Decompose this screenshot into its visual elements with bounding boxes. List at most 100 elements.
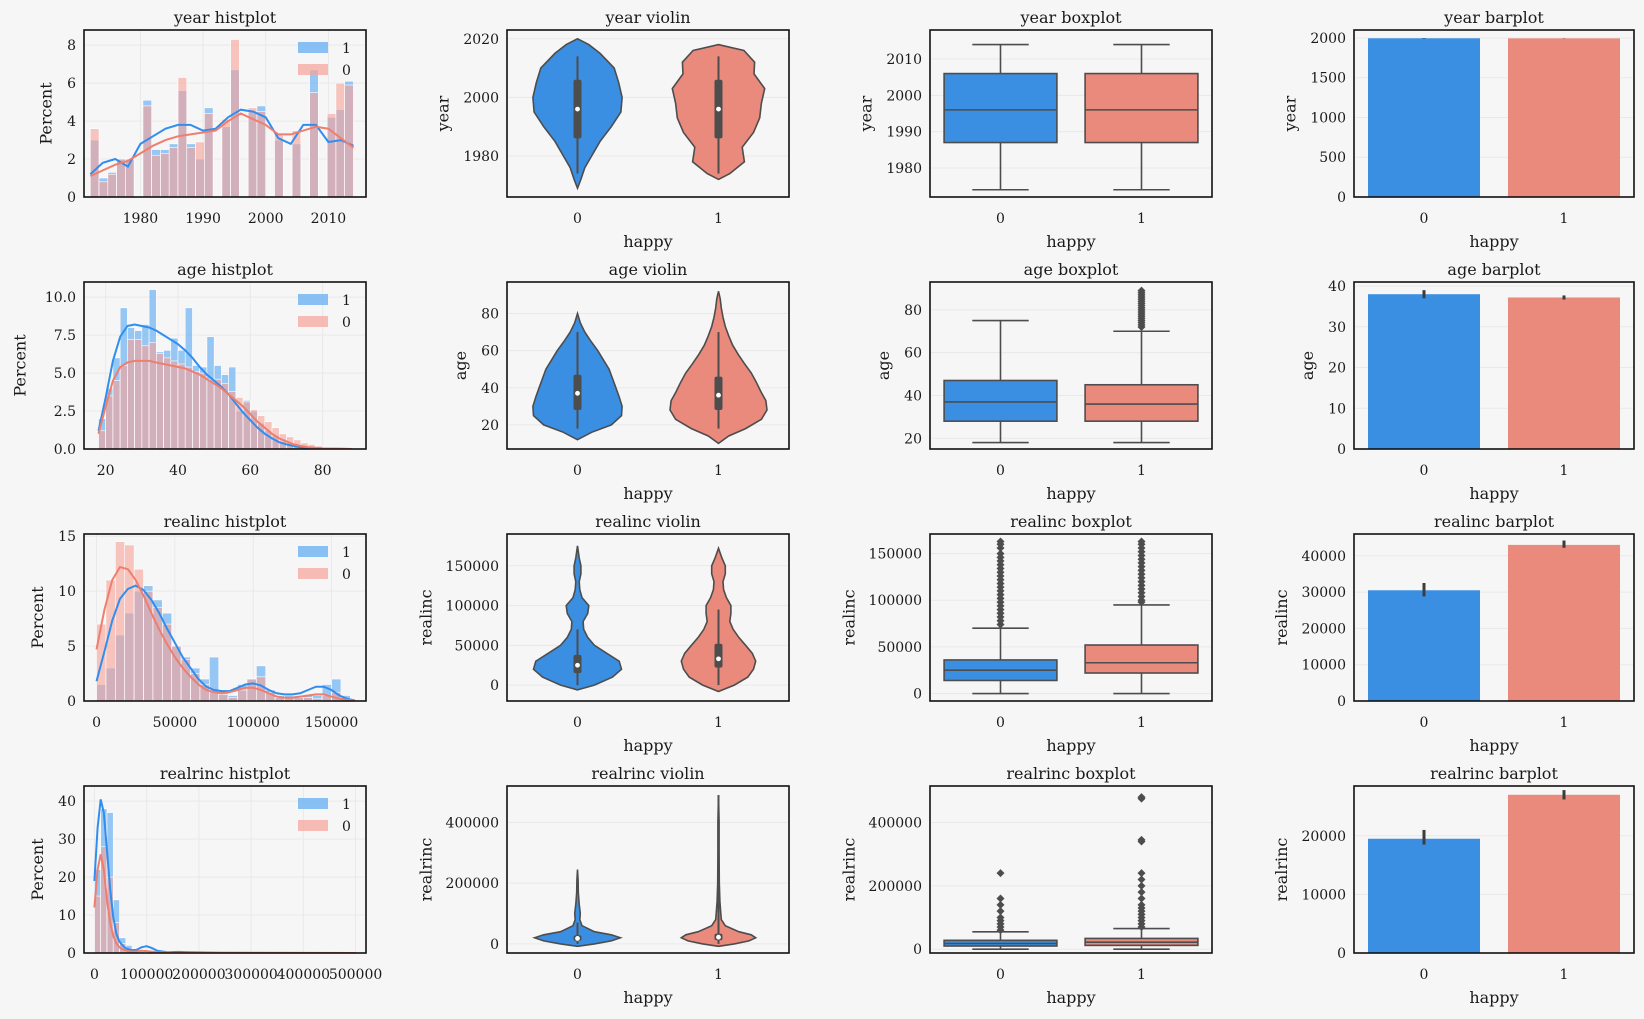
year-hist-ylabel: Percent bbox=[36, 82, 55, 145]
year-bar-bar-0 bbox=[1368, 38, 1480, 197]
legend-swatch-0 bbox=[298, 568, 328, 579]
realrinc-violin-median-0 bbox=[575, 936, 580, 941]
realrinc-box-frame bbox=[929, 785, 1213, 954]
year-box-ytick-label: 1990 bbox=[886, 125, 922, 141]
age-bar-ytick-label: 20 bbox=[1328, 361, 1346, 377]
age-hist-bar-0 bbox=[192, 371, 200, 449]
age-box-frame bbox=[929, 281, 1213, 450]
year-hist-bar-0 bbox=[309, 92, 319, 197]
year-hist-ytick-label: 8 bbox=[67, 38, 76, 54]
realrinc-hist-ytick-label: 30 bbox=[58, 832, 76, 848]
realrinc-box-plot-area bbox=[930, 786, 1212, 953]
legend-label-1: 1 bbox=[342, 293, 351, 309]
year-hist-ytick-label: 4 bbox=[67, 114, 76, 130]
year-box-ytick-label: 1980 bbox=[886, 161, 922, 177]
realinc-box-panel: 0 50000 100000 150000 0 1 realinc boxplot happy… bbox=[839, 512, 1213, 755]
age-bar-title: age barplot bbox=[1447, 260, 1541, 279]
realinc-box-ylabel: realinc bbox=[839, 589, 858, 645]
year-hist-bar-0 bbox=[256, 111, 267, 197]
realinc-box-xtick-label: 1 bbox=[1137, 715, 1146, 731]
realrinc-bar-bar-1 bbox=[1508, 794, 1620, 953]
year-box-xlabel: happy bbox=[1046, 232, 1095, 251]
realrinc-box-xtick-label: 1 bbox=[1137, 967, 1146, 983]
realinc-violin-ylabel: realinc bbox=[416, 589, 435, 645]
realinc-bar-xtick-label: 1 bbox=[1560, 715, 1569, 731]
realinc-bar-marks bbox=[1368, 540, 1620, 701]
realrinc-hist-xtick-label: 0 bbox=[90, 967, 99, 983]
age-box-flier-1 bbox=[1137, 286, 1146, 295]
realinc-hist-ytick-label: 15 bbox=[58, 529, 76, 545]
year-violin-ylabel: year bbox=[434, 95, 453, 132]
realinc-box-frame bbox=[929, 533, 1213, 702]
realinc-hist-xtick-label: 50000 bbox=[153, 715, 198, 731]
year-box-panel: 1980 1990 2000 2010 0 1 year boxplot happy year bbox=[857, 8, 1213, 251]
realrinc-hist-ylabel: Percent bbox=[28, 838, 47, 901]
year-hist-bar-0 bbox=[107, 173, 117, 197]
realrinc-bar-title: realrinc barplot bbox=[1430, 764, 1558, 783]
realrinc-violin-marks bbox=[532, 795, 758, 948]
age-bar-ylabel: age bbox=[1298, 351, 1317, 380]
realrinc-violin-title: realrinc violin bbox=[591, 764, 704, 783]
age-hist-ytick-label: 5.0 bbox=[54, 366, 76, 382]
year-hist-frame bbox=[83, 29, 367, 198]
realrinc-hist-xtick-label: 300000 bbox=[224, 967, 277, 983]
age-bar-panel: 0 10 20 30 40 0 1 age barplot happy age bbox=[1298, 260, 1635, 503]
realrinc-bar-ytick-label: 10000 bbox=[1301, 887, 1346, 903]
realrinc-box-ytick-label: 200000 bbox=[869, 879, 922, 895]
realinc-violin-iqr-1 bbox=[714, 643, 723, 668]
realinc-violin-panel: 0 50000 100000 150000 0 1 realinc violin happy r… bbox=[416, 512, 790, 755]
realrinc-violin-ytick-label: 200000 bbox=[446, 876, 499, 892]
year-bar-xtick-label: 0 bbox=[1420, 211, 1429, 227]
year-violin-ytick-label: 2000 bbox=[463, 90, 499, 106]
age-box-box-0 bbox=[943, 379, 1058, 422]
realrinc-bar-bar-0 bbox=[1368, 838, 1480, 953]
age-hist-xtick-label: 20 bbox=[97, 463, 115, 479]
realrinc-bar-ytick-label: 0 bbox=[1337, 946, 1346, 962]
legend-label-0: 0 bbox=[342, 567, 351, 583]
age-box-xtick-label: 1 bbox=[1137, 463, 1146, 479]
realinc-box-marks bbox=[943, 537, 1199, 695]
realrinc-box-xlabel: happy bbox=[1046, 988, 1095, 1007]
year-violin-title: year violin bbox=[604, 8, 690, 27]
realinc-bar-bar-0 bbox=[1368, 590, 1480, 701]
realrinc-violin-ytick-label: 400000 bbox=[446, 815, 499, 831]
year-hist-xtick-label: 2000 bbox=[248, 211, 284, 227]
age-box-title: age boxplot bbox=[1024, 260, 1119, 279]
realrinc-bar-panel: 0 10000 20000 0 1 realrinc barplot happy realri… bbox=[1272, 764, 1635, 1007]
realinc-hist-ylabel: Percent bbox=[28, 586, 47, 649]
age-hist-ytick-label: 10.0 bbox=[45, 290, 76, 306]
realinc-hist-marks bbox=[95, 541, 356, 701]
realinc-hist-ytick-label: 5 bbox=[67, 639, 76, 655]
realrinc-bar-xtick-label: 1 bbox=[1560, 967, 1569, 983]
age-violin-xtick-label: 1 bbox=[714, 463, 723, 479]
year-bar-bar-1 bbox=[1508, 38, 1620, 197]
realinc-hist-bar-0 bbox=[246, 678, 257, 701]
realrinc-violin-median-1 bbox=[716, 934, 721, 940]
realinc-bar-xtick-label: 0 bbox=[1420, 715, 1429, 731]
realrinc-hist-plot-area bbox=[84, 786, 366, 953]
realrinc-hist-title: realrinc histplot bbox=[160, 764, 291, 783]
realinc-bar-ylabel: realinc bbox=[1272, 589, 1291, 645]
year-hist-bar-0 bbox=[291, 130, 302, 197]
age-box-xlabel: happy bbox=[1046, 484, 1095, 503]
realinc-hist-xtick-label: 100000 bbox=[226, 715, 279, 731]
realrinc-box-flier-1 bbox=[1137, 900, 1146, 909]
age-violin-xlabel: happy bbox=[623, 484, 672, 503]
age-violin-ytick-label: 60 bbox=[481, 344, 499, 360]
year-violin-median-0 bbox=[575, 106, 580, 112]
age-bar-bar-1 bbox=[1508, 297, 1620, 449]
age-hist-bar-0 bbox=[206, 378, 215, 449]
age-hist-frame bbox=[83, 281, 367, 450]
age-box-panel: 20 40 60 80 0 1 age boxplot happy age bbox=[874, 260, 1213, 503]
realinc-violin-title: realinc violin bbox=[595, 512, 701, 531]
realrinc-hist-ytick-label: 20 bbox=[58, 870, 76, 886]
realinc-violin-frame bbox=[506, 533, 790, 702]
age-box-marks bbox=[943, 286, 1199, 444]
age-hist-bar-0 bbox=[127, 339, 135, 449]
year-hist-marks bbox=[89, 39, 355, 197]
age-bar-ytick-label: 40 bbox=[1328, 279, 1346, 295]
realinc-box-title: realinc boxplot bbox=[1010, 512, 1132, 531]
realinc-box-box-1 bbox=[1084, 644, 1199, 674]
